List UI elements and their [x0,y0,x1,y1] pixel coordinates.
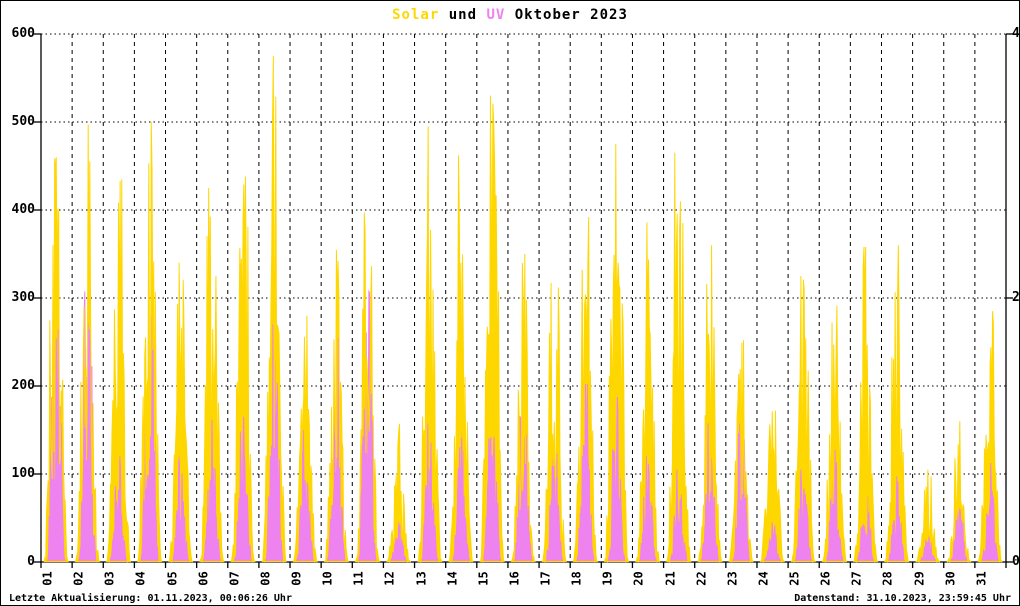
x-tick-label-day-09: 09 [289,571,304,586]
x-tick-label-day-12: 12 [382,571,397,586]
y-right-tick-label-4: 4 [1012,26,1020,41]
x-tick-label-day-27: 27 [849,571,864,586]
x-tick-label-day-29: 29 [912,571,927,586]
x-tick-label-day-24: 24 [756,571,771,586]
title-uv-word: UV [486,7,506,23]
x-tick-label-day-16: 16 [507,571,522,586]
x-tick-label-day-18: 18 [569,571,584,586]
x-tick-label-day-23: 23 [725,571,740,586]
y-left-tick-label-400: 400 [11,202,35,217]
x-tick-label-day-20: 20 [631,571,646,586]
x-tick-label-day-10: 10 [320,571,335,586]
x-tick-label-day-02: 02 [71,571,86,586]
x-tick-label-day-25: 25 [787,571,802,586]
x-tick-label-day-08: 08 [258,571,273,586]
x-tick-label-day-31: 31 [974,571,989,586]
y-left-tick-label-0: 0 [27,554,35,569]
title-solar-word: Solar [392,7,440,23]
x-tick-label-day-26: 26 [818,571,833,586]
y-left-tick-label-600: 600 [11,26,35,41]
x-tick-label-day-04: 04 [133,571,148,586]
x-tick-label-day-30: 30 [943,571,958,586]
y-right-tick-label-2: 2 [1012,290,1020,305]
x-tick-label-day-05: 05 [165,571,180,586]
title-rest: Oktober 2023 [505,7,628,23]
x-tick-label-day-03: 03 [102,571,117,586]
y-left-tick-label-200: 200 [11,378,35,393]
x-tick-label-day-07: 07 [227,571,242,586]
data-state-text: Datenstand: 31.10.2023, 23:59:45 Uhr [794,593,1011,604]
x-tick-label-day-01: 01 [40,571,55,586]
chart-title: Solar und UV Oktober 2023 [1,7,1019,23]
x-tick-label-day-06: 06 [196,571,211,586]
x-tick-label-day-21: 21 [663,571,678,586]
x-tick-label-day-17: 17 [538,571,553,586]
x-tick-label-day-19: 19 [600,571,615,586]
x-tick-label-day-28: 28 [880,571,895,586]
x-tick-label-day-22: 22 [694,571,709,586]
title-und-word: und [439,7,487,23]
y-left-tick-label-100: 100 [11,466,35,481]
y-left-tick-label-500: 500 [11,114,35,129]
x-tick-label-day-13: 13 [414,571,429,586]
y-left-tick-label-300: 300 [11,290,35,305]
last-update-text: Letzte Aktualisierung: 01.11.2023, 00:06… [9,593,292,604]
x-tick-label-day-11: 11 [351,571,366,586]
x-tick-label-day-14: 14 [445,571,460,586]
y-right-tick-label-0: 0 [1012,554,1020,569]
x-tick-label-day-15: 15 [476,571,491,586]
